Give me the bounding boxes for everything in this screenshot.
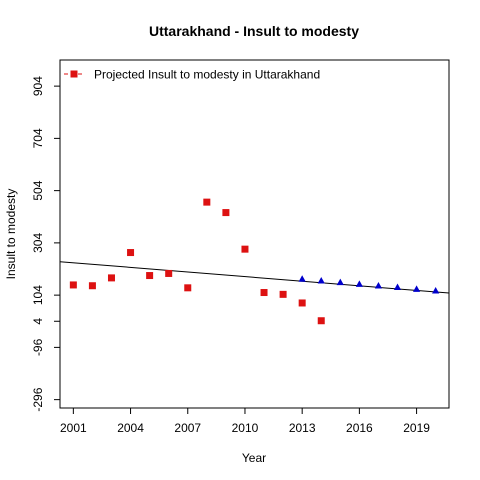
y-tick-label: -296 bbox=[31, 387, 45, 411]
x-tick-label: 2001 bbox=[60, 421, 87, 435]
observed-point bbox=[317, 317, 325, 325]
y-tick-label: 504 bbox=[31, 180, 45, 200]
y-axis: -296 -96 4 104 304 504 704 904 bbox=[31, 76, 60, 412]
projected-point bbox=[393, 283, 402, 291]
y-axis-label: Insult to modesty bbox=[4, 189, 18, 280]
observed-point bbox=[184, 284, 192, 292]
projected-point bbox=[432, 286, 440, 294]
projected-point bbox=[412, 285, 421, 292]
observed-point bbox=[279, 290, 287, 298]
observed-point bbox=[298, 299, 306, 307]
observed-point bbox=[260, 289, 268, 297]
x-tick-label: 2010 bbox=[232, 421, 259, 435]
y-tick-label: 704 bbox=[31, 128, 45, 148]
observed-point bbox=[88, 282, 96, 290]
observed-point bbox=[241, 245, 249, 253]
projected-point bbox=[317, 277, 325, 284]
y-tick-label: -96 bbox=[31, 338, 45, 356]
chart-title: Uttarakhand - Insult to modesty bbox=[149, 23, 359, 39]
observed-point bbox=[127, 249, 135, 257]
x-axis-label: Year bbox=[242, 451, 266, 465]
observed-point bbox=[222, 209, 230, 217]
trend-line bbox=[59, 261, 450, 294]
x-axis: 2001 2004 2007 2010 2013 2016 2019 bbox=[60, 408, 430, 435]
x-tick-label: 2019 bbox=[403, 421, 430, 435]
x-tick-label: 2016 bbox=[346, 421, 373, 435]
projected-point bbox=[336, 278, 344, 286]
legend-square-marker bbox=[70, 70, 78, 78]
trend-line-group bbox=[59, 261, 450, 294]
observed-point bbox=[107, 274, 115, 282]
projected-point bbox=[355, 280, 363, 287]
projected-point bbox=[298, 275, 306, 282]
x-tick-label: 2004 bbox=[117, 421, 144, 435]
y-tick-label: 904 bbox=[31, 76, 45, 96]
x-tick-label: 2007 bbox=[174, 421, 201, 435]
observed-point bbox=[146, 272, 154, 280]
y-tick-label: 304 bbox=[31, 233, 45, 253]
observed-point bbox=[69, 281, 77, 289]
projected-point bbox=[374, 281, 383, 289]
legend-label: Projected Insult to modesty in Uttarakha… bbox=[94, 68, 320, 82]
plot-area-frame bbox=[59, 59, 450, 409]
y-tick-label: 4 bbox=[31, 318, 45, 325]
observed-point bbox=[203, 198, 211, 206]
x-tick-label: 2013 bbox=[289, 421, 316, 435]
observed-point bbox=[165, 269, 173, 277]
y-tick-label: 104 bbox=[31, 285, 45, 305]
legend: Projected Insult to modesty in Uttarakha… bbox=[64, 68, 320, 82]
data-points bbox=[69, 198, 440, 325]
